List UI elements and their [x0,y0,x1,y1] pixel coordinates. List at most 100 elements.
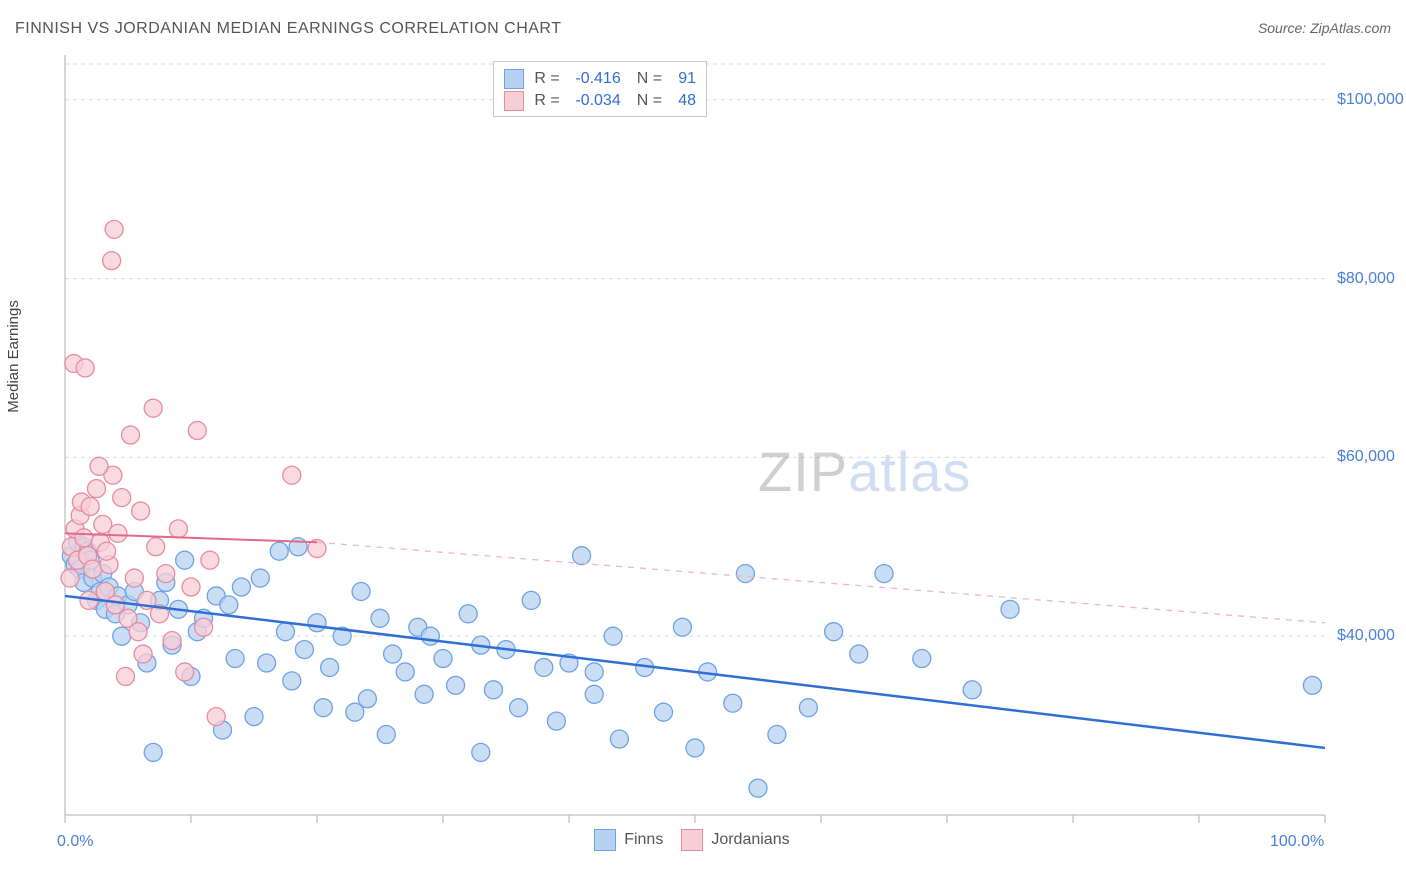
y-tick-label: $40,000 [1337,627,1395,645]
legend-item: Finns [594,829,663,851]
scatter-point [686,739,704,757]
chart-title: FINNISH VS JORDANIAN MEDIAN EARNINGS COR… [15,20,561,37]
scatter-point [308,614,326,632]
scatter-point [88,480,106,498]
scatter-point [220,596,238,614]
scatter-point [113,627,131,645]
x-tick-label: 0.0% [57,833,93,851]
scatter-point [295,641,313,659]
scatter-point [251,569,269,587]
scatter-point [90,457,108,475]
scatter-point [176,551,194,569]
stat-r-value: -0.416 [566,70,621,88]
scatter-point [604,627,622,645]
stats-row: R =-0.416N =91 [504,68,696,90]
y-axis-label: Median Earnings [5,300,22,413]
scatter-point [850,645,868,663]
scatter-point [129,623,147,641]
y-tick-label: $60,000 [1337,448,1395,466]
y-tick-label: $100,000 [1337,91,1404,109]
scatter-point [377,726,395,744]
legend-label: Finns [624,831,663,849]
scatter-point [75,529,93,547]
scatter-point [109,524,127,542]
scatter-point [105,220,123,238]
scatter-point [314,699,332,717]
stats-legend-box: R =-0.416N =91R =-0.034N =48 [493,61,707,117]
scatter-point [535,658,553,676]
scatter-point [434,650,452,668]
scatter-point [352,582,370,600]
scatter-point [147,538,165,556]
scatter-point [1001,600,1019,618]
scatter-point [749,779,767,797]
scatter-point [245,708,263,726]
scatter-point [76,359,94,377]
scatter-point [169,520,187,538]
scatter-point [122,426,140,444]
x-tick-label: 100.0% [1270,833,1324,851]
scatter-point [585,663,603,681]
scatter-point [673,618,691,636]
scatter-point [736,565,754,583]
legend-swatch [504,69,524,89]
scatter-point [132,502,150,520]
scatter-point [182,578,200,596]
scatter-point [258,654,276,672]
stat-n-label: N = [637,92,662,110]
scatter-point [144,743,162,761]
scatter-point [134,645,152,663]
scatter-point [875,565,893,583]
scatter-point [384,645,402,663]
scatter-point [963,681,981,699]
scatter-point [283,672,301,690]
scatter-chart [15,55,1391,882]
scatter-point [321,658,339,676]
scatter-point [913,650,931,668]
legend-label: Jordanians [711,831,789,849]
legend-item: Jordanians [681,829,789,851]
scatter-point [459,605,477,623]
legend-swatch [594,829,616,851]
scatter-point [103,252,121,270]
y-tick-label: $80,000 [1337,270,1395,288]
scatter-point [825,623,843,641]
scatter-point [144,399,162,417]
stat-n-value: 48 [668,92,696,110]
scatter-point [522,591,540,609]
scatter-point [116,667,134,685]
scatter-point [585,685,603,703]
scatter-point [176,663,194,681]
scatter-point [371,609,389,627]
chart-area: Median Earnings ZIPatlas R =-0.416N =91R… [15,55,1391,882]
scatter-point [157,565,175,583]
scatter-point [81,498,99,516]
scatter-point [226,650,244,668]
scatter-point [195,618,213,636]
scatter-point [655,703,673,721]
scatter-point [415,685,433,703]
source-label: Source: ZipAtlas.com [1258,20,1391,36]
scatter-point [98,542,116,560]
scatter-point [207,708,225,726]
scatter-point [472,743,490,761]
stat-r-value: -0.034 [566,92,621,110]
bottom-legend: Finns Jordanians [594,829,789,851]
scatter-point [283,466,301,484]
scatter-point [61,569,79,587]
scatter-point [201,551,219,569]
scatter-point [447,676,465,694]
scatter-point [113,489,131,507]
stat-n-label: N = [637,70,662,88]
scatter-point [799,699,817,717]
scatter-point [396,663,414,681]
scatter-point [358,690,376,708]
scatter-point [125,569,143,587]
scatter-point [610,730,628,748]
scatter-point [277,623,295,641]
scatter-point [768,726,786,744]
legend-swatch [504,91,524,111]
scatter-point [510,699,528,717]
scatter-point [84,560,102,578]
stats-row: R =-0.034N =48 [504,90,696,112]
